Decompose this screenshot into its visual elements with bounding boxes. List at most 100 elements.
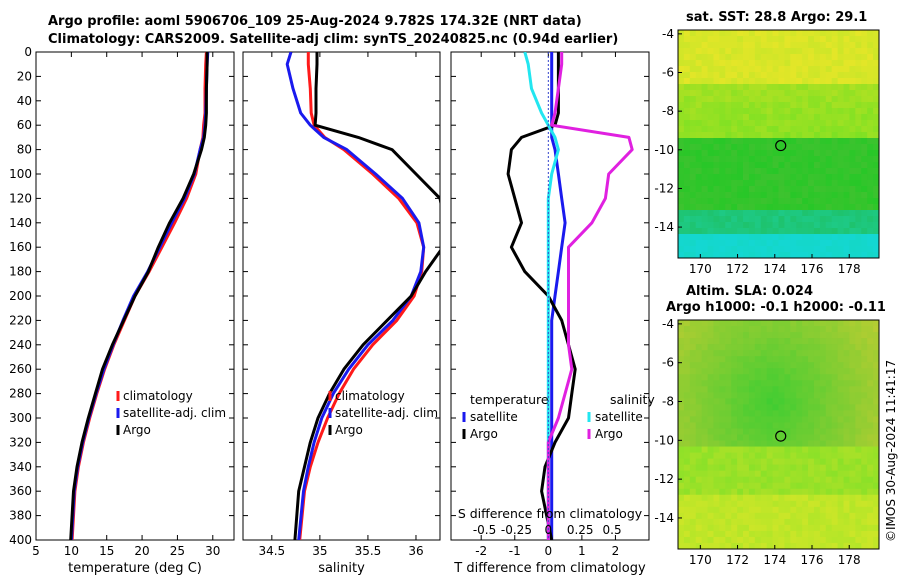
- sla-map-cell: [819, 374, 827, 381]
- sst-map-cell: [737, 138, 744, 145]
- sst-map-title: sat. SST: 28.8 Argo: 29.1: [686, 10, 868, 25]
- sst-map-cell: [802, 162, 809, 169]
- sst-map-cell: [843, 138, 850, 145]
- sst-map-cell: [766, 192, 773, 199]
- sst-map-cell: [843, 168, 850, 175]
- sst-map-cell: [719, 36, 726, 43]
- sst-map-cell: [760, 90, 768, 97]
- sst-map-cell: [766, 90, 773, 97]
- sla-map-cell: [772, 428, 779, 435]
- sst-map-cell: [743, 234, 750, 241]
- sst-map-cell: [861, 174, 868, 181]
- sst-map-cell: [825, 48, 833, 55]
- sla-map-cell: [819, 416, 827, 423]
- sla-map-cell: [683, 440, 691, 447]
- sst-map-cell: [683, 42, 691, 49]
- depth-tick-label: 200: [9, 289, 32, 303]
- sla-map-cell: [689, 404, 697, 411]
- temperature-xtick-label: 20: [134, 544, 149, 558]
- sst-map-cell: [802, 180, 809, 187]
- sst-map-cell: [701, 240, 708, 247]
- sla-map-cell: [689, 368, 697, 375]
- sla-map-cell: [695, 500, 703, 508]
- sst-map-cell: [707, 120, 714, 127]
- sst-map-cell: [778, 144, 785, 151]
- sla-map-cell: [678, 410, 685, 417]
- sla-map-cell: [766, 536, 773, 544]
- sst-map-cell: [772, 162, 779, 169]
- sla-map-cell: [683, 332, 691, 339]
- sst-map-cell: [731, 216, 738, 223]
- sla-map-cell: [683, 404, 691, 411]
- sst-map-cell: [754, 168, 762, 175]
- sla-map-cell: [701, 500, 708, 508]
- sst-map-cell: [731, 144, 738, 151]
- sla-map-cell: [831, 380, 839, 387]
- sla-map-cell: [813, 380, 821, 387]
- sst-map-cell: [873, 156, 880, 163]
- sla-map-cell: [689, 482, 697, 490]
- sla-map-cell: [760, 530, 768, 538]
- sst-map-cell: [825, 72, 833, 79]
- sst-map-cell: [743, 162, 750, 169]
- sst-map-cell: [796, 210, 803, 217]
- sla-map-xtick-label: 178: [838, 553, 861, 567]
- sla-map-cell: [713, 374, 720, 381]
- sst-map-cell: [819, 96, 827, 103]
- sst-map-cell: [843, 192, 850, 199]
- sst-map-cell: [748, 198, 756, 205]
- sla-map-cell: [766, 320, 773, 327]
- sla-map-cell: [713, 470, 720, 478]
- sla-map-cell: [766, 524, 773, 532]
- sla-map-cell: [813, 476, 821, 484]
- sst-map-cell: [796, 192, 803, 199]
- sla-map-cell: [737, 374, 744, 381]
- sla-map-cell: [784, 530, 791, 538]
- sst-map-cell: [855, 66, 862, 73]
- sst-map-cell: [748, 150, 756, 157]
- sst-map-cell: [695, 222, 703, 229]
- sla-map-cell: [678, 416, 685, 423]
- sst-map-cell: [689, 246, 697, 253]
- sst-map-cell: [678, 84, 685, 91]
- sst-map-cell: [843, 72, 850, 79]
- sla-map-cell: [707, 536, 714, 544]
- sst-map-cell: [861, 252, 868, 259]
- sla-map-cell: [813, 434, 821, 441]
- sla-map-cell: [748, 452, 756, 460]
- sla-map-cell: [731, 506, 738, 514]
- sla-map-cell: [873, 404, 880, 411]
- sst-map-cell: [731, 54, 738, 61]
- sst-map-cell: [813, 48, 821, 55]
- sst-map-cell: [808, 42, 815, 49]
- sla-map-cell: [713, 350, 720, 357]
- sst-map-cell: [784, 30, 791, 37]
- sst-map-cell: [713, 162, 720, 169]
- sst-map-cell: [808, 252, 815, 259]
- sst-map-cell: [778, 162, 785, 169]
- sla-map-cell: [849, 488, 856, 496]
- sst-map-cell: [754, 120, 762, 127]
- sla-map-cell: [778, 398, 785, 405]
- sst-map-cell: [861, 126, 868, 133]
- sla-map-cell: [760, 470, 768, 478]
- sla-map-cell: [766, 440, 773, 447]
- sst-map-cell: [778, 78, 785, 85]
- sst-map-cell: [873, 36, 880, 43]
- sla-map-cell: [748, 422, 756, 429]
- salinity-diff-tick-label: -0.5: [473, 523, 496, 537]
- sst-map-cell: [784, 198, 791, 205]
- sla-map-cell: [867, 344, 874, 351]
- sst-map-cell: [766, 252, 773, 259]
- sla-map-cell: [855, 344, 862, 351]
- sla-map-cell: [754, 458, 762, 466]
- sst-map-cell: [760, 72, 768, 79]
- sst-map-cell: [808, 54, 815, 61]
- sla-map-cell: [861, 374, 868, 381]
- sla-map-cell: [808, 530, 815, 538]
- sst-map-cell: [837, 30, 844, 37]
- sst-map-cell: [748, 216, 756, 223]
- sst-map-cell: [737, 114, 744, 121]
- sst-map-cell: [843, 144, 850, 151]
- sla-map-cell: [737, 452, 744, 460]
